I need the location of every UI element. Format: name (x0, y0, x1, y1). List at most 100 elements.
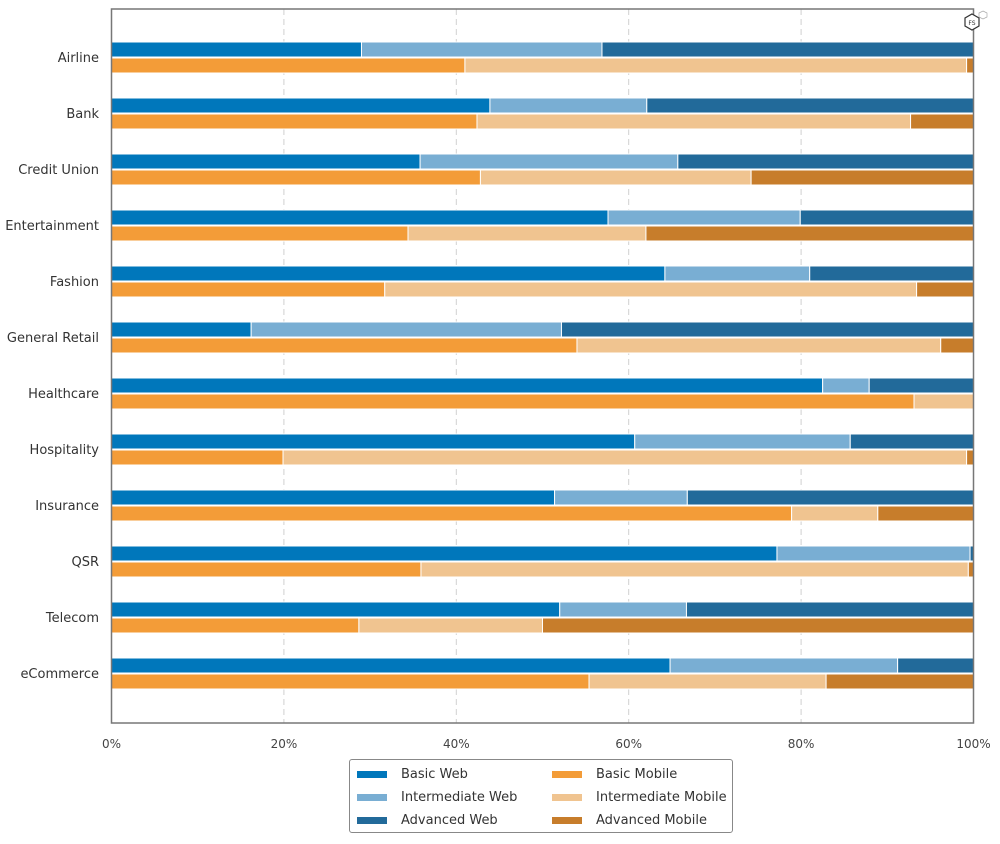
bars (111, 41, 975, 690)
bar-advanced-mobile (645, 225, 974, 242)
bar-intermediate-mobile (407, 225, 647, 242)
legend-label: Advanced Web (401, 812, 498, 828)
bar-basic-web (111, 209, 609, 226)
bar-advanced-web (646, 97, 974, 114)
bar-intermediate-web (250, 321, 562, 338)
bar-intermediate-mobile (464, 57, 968, 74)
legend-swatch (357, 793, 387, 801)
legend-item-advanced-web: Advanced Web (357, 810, 498, 830)
bar-advanced-web (809, 265, 974, 282)
category-label: Airline (58, 51, 99, 66)
bar-advanced-mobile (877, 505, 974, 522)
x-tick-label: 20% (271, 737, 298, 751)
x-tick-label: 80% (788, 737, 815, 751)
bar-advanced-mobile (910, 113, 974, 130)
category-label: Healthcare (28, 387, 99, 402)
bar-intermediate-web (489, 97, 648, 114)
x-tick-label: 100% (956, 737, 990, 751)
bar-advanced-web (601, 41, 975, 58)
bar-basic-web (111, 377, 824, 394)
legend-swatch (552, 816, 582, 824)
bar-basic-web (111, 41, 362, 58)
bar-intermediate-web (669, 657, 899, 674)
bar-intermediate-web (634, 433, 851, 450)
x-tick-label: 0% (102, 737, 121, 751)
bar-basic-mobile (111, 505, 793, 522)
bar-intermediate-web (360, 41, 603, 58)
legend-item-advanced-mobile: Advanced Mobile (552, 810, 707, 830)
bar-basic-mobile (111, 449, 284, 466)
bar-intermediate-web (776, 545, 971, 562)
legend-label: Intermediate Mobile (596, 789, 727, 805)
bar-basic-mobile (111, 281, 386, 298)
bar-intermediate-mobile (282, 449, 968, 466)
category-label: Fashion (50, 275, 99, 290)
plot-frame (110, 8, 975, 724)
bar-advanced-mobile (966, 449, 975, 466)
stacked-bar-chart: Airline Bank Credit Union Entertainment Fash… (5, 8, 991, 751)
bar-basic-web (111, 489, 556, 506)
category-label: Bank (66, 107, 99, 122)
bar-basic-web (111, 321, 252, 338)
bar-basic-mobile (111, 113, 478, 130)
bar-advanced-web (560, 321, 974, 338)
bar-advanced-web (799, 209, 974, 226)
bar-intermediate-mobile (358, 617, 544, 634)
category-label: General Retail (7, 331, 99, 346)
bar-basic-web (111, 97, 491, 114)
bar-intermediate-mobile (476, 113, 912, 130)
bar-intermediate-mobile (420, 561, 969, 578)
legend: Basic Web Intermediate Web Advanced Web … (349, 759, 733, 833)
category-labels: Airline Bank Credit Union Entertainment Fash… (5, 51, 99, 682)
bar-intermediate-mobile (384, 281, 918, 298)
category-label: Telecom (45, 611, 99, 626)
legend-label: Basic Web (401, 766, 468, 782)
legend-swatch (552, 770, 582, 778)
bar-basic-web (111, 657, 671, 674)
category-label: Hospitality (30, 443, 100, 458)
bar-advanced-web (686, 489, 974, 506)
bar-advanced-mobile (940, 337, 975, 354)
legend-swatch (357, 816, 387, 824)
legend-swatch (552, 793, 582, 801)
bar-basic-mobile (111, 337, 578, 354)
bar-intermediate-mobile (588, 673, 827, 690)
bar-intermediate-mobile (791, 505, 879, 522)
bar-advanced-mobile (825, 673, 975, 690)
bar-advanced-mobile (916, 281, 974, 298)
bar-basic-web (111, 545, 778, 562)
bar-basic-web (111, 433, 636, 450)
bar-intermediate-mobile (479, 169, 752, 186)
bar-intermediate-mobile (913, 393, 974, 410)
bar-basic-mobile (111, 617, 360, 634)
bar-basic-web (111, 153, 421, 170)
category-label: Credit Union (18, 163, 99, 178)
bar-advanced-mobile (967, 561, 975, 578)
x-tick-label: 40% (443, 737, 470, 751)
svg-text:FS: FS (968, 20, 975, 27)
bar-basic-mobile (111, 393, 915, 410)
legend-item-basic-mobile: Basic Mobile (552, 764, 677, 784)
legend-item-intermediate-mobile: Intermediate Mobile (552, 787, 727, 807)
x-axis-tick-labels: 0% 20% 40% 60% 80% 100% (102, 737, 991, 751)
legend-label: Basic Mobile (596, 766, 678, 782)
hexagon-logo-icon: FS (962, 10, 988, 36)
bar-intermediate-web (607, 209, 801, 226)
bar-advanced-web (897, 657, 974, 674)
category-label: Entertainment (5, 219, 99, 234)
category-label: QSR (71, 555, 99, 570)
bar-intermediate-mobile (576, 337, 942, 354)
bar-intermediate-web (554, 489, 688, 506)
bar-advanced-web (868, 377, 974, 394)
bar-advanced-web (685, 601, 974, 618)
bar-intermediate-web (822, 377, 870, 394)
legend-label: Intermediate Web (401, 789, 518, 805)
bar-basic-web (111, 265, 666, 282)
bar-intermediate-web (559, 601, 687, 618)
x-tick-label: 60% (615, 737, 642, 751)
category-label: eCommerce (20, 667, 99, 682)
bar-basic-mobile (111, 561, 422, 578)
bar-advanced-web (677, 153, 974, 170)
bar-basic-web (111, 601, 561, 618)
legend-item-intermediate-web: Intermediate Web (357, 787, 517, 807)
